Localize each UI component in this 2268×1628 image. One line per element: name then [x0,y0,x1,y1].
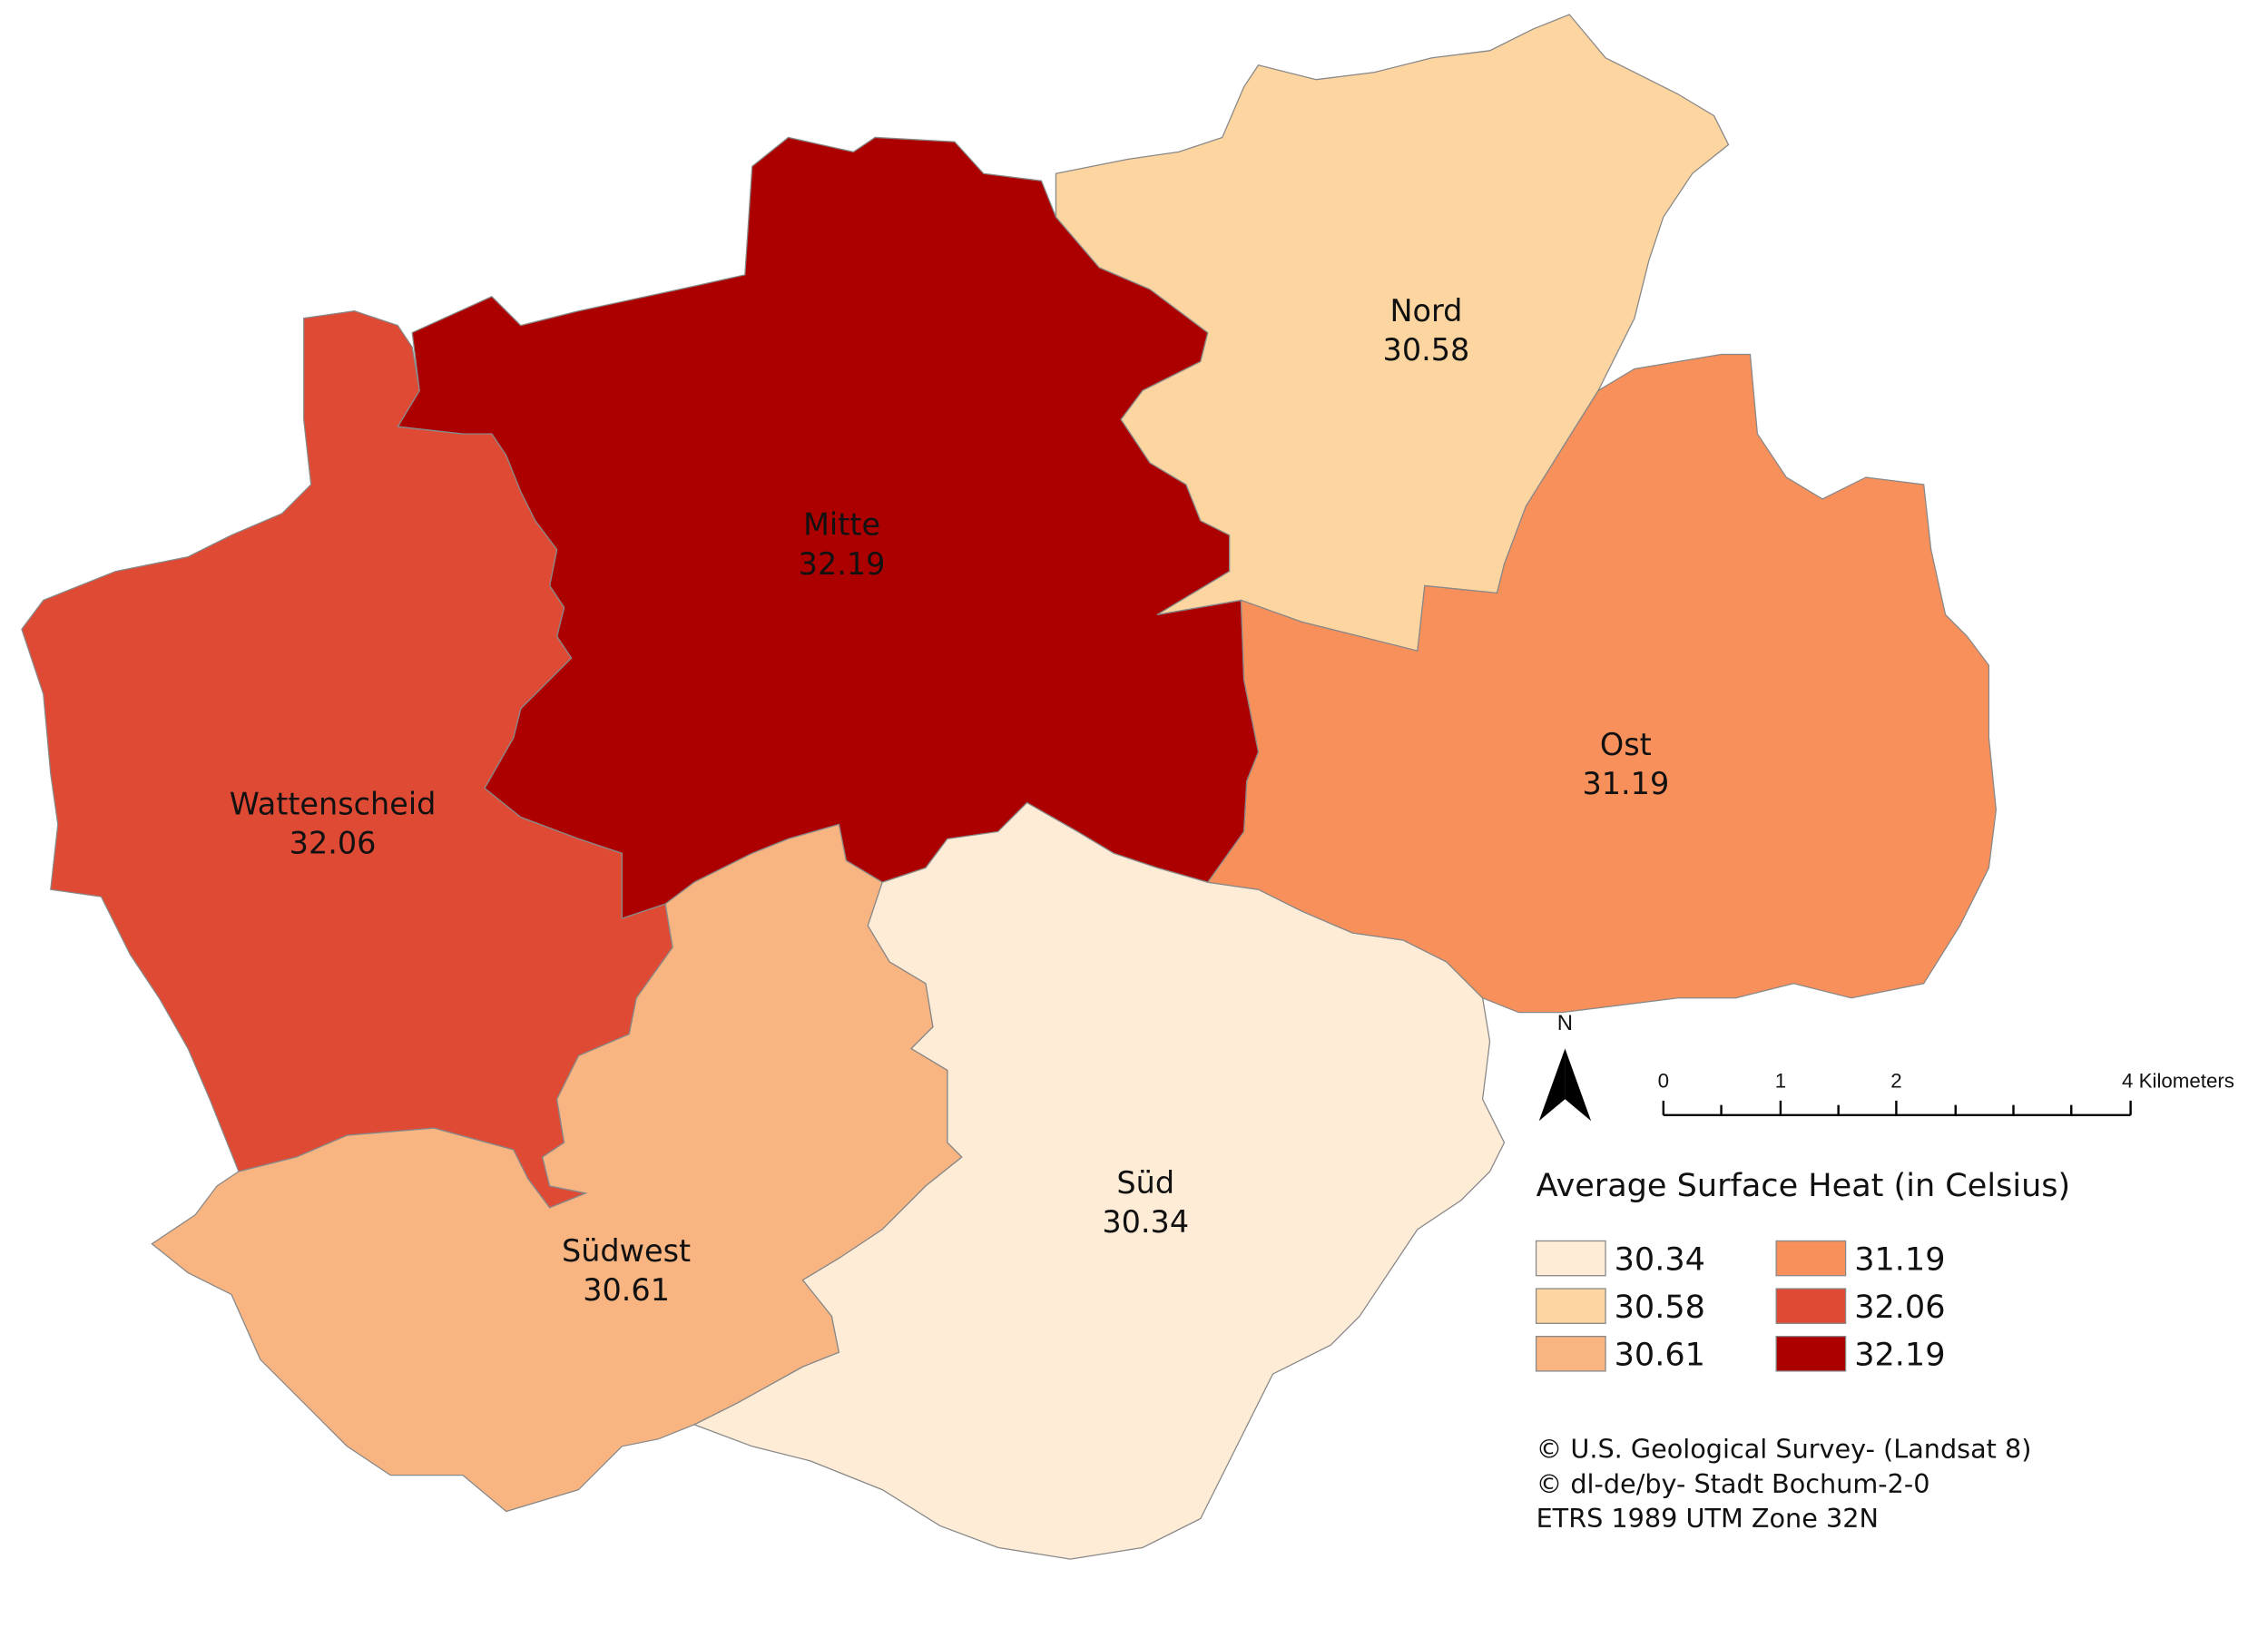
legend-label: 32.06 [1854,1289,1945,1326]
district-name: Mitte [803,507,880,543]
legend-label: 30.58 [1615,1289,1705,1326]
district-value: 31.19 [1582,766,1669,801]
district-name: Nord [1389,293,1462,329]
district-name: Süd [1116,1165,1174,1201]
legend-swatch [1775,1336,1847,1372]
credit: ETRS 1989 UTM Zone 32N [1537,1503,1879,1534]
legend-label: 30.61 [1615,1337,1705,1374]
legend-swatch [1535,1288,1606,1324]
district-name: Ost [1600,727,1652,762]
legend-title: Average Surface Heat (in Celsius) [1537,1167,2071,1204]
district-name: Südwest [562,1233,691,1269]
legend-swatch [1775,1288,1847,1324]
legend-label: 32.19 [1854,1337,1945,1374]
legend-label: 31.19 [1854,1241,1945,1278]
district-name: Wattenscheid [230,786,437,821]
legend-swatch [1535,1240,1606,1277]
district-value: 30.61 [583,1272,670,1308]
scale-label: 4 Kilometers [2122,1070,2234,1093]
district-value: 30.58 [1383,332,1470,368]
legend-swatch [1775,1240,1847,1277]
legend-swatch [1535,1336,1606,1372]
scale-bar [1662,1100,2132,1117]
credit: © U.S. Geological Survey- (Landsat 8) [1537,1434,2032,1465]
scale-label: 0 [1658,1070,1669,1093]
scale-label: 2 [1890,1070,1901,1093]
district [1206,353,1998,1014]
legend-label: 30.34 [1615,1241,1705,1278]
north-arrow-right [1565,1048,1592,1122]
north-label: N [1557,1011,1573,1035]
north-arrow: N [1538,1011,1592,1122]
district-value: 32.06 [290,825,377,860]
credit: © dl-de/by- Stadt Bochum-2-0 [1537,1468,1930,1499]
north-arrow-left [1538,1048,1566,1122]
districts [21,14,1998,1560]
scale-label: 1 [1775,1070,1786,1093]
district-value: 30.34 [1102,1204,1189,1240]
district-value: 32.19 [799,546,886,582]
legend: 30.34 30.58 30.61 31.19 32.06 32.19 [1535,1240,1946,1374]
